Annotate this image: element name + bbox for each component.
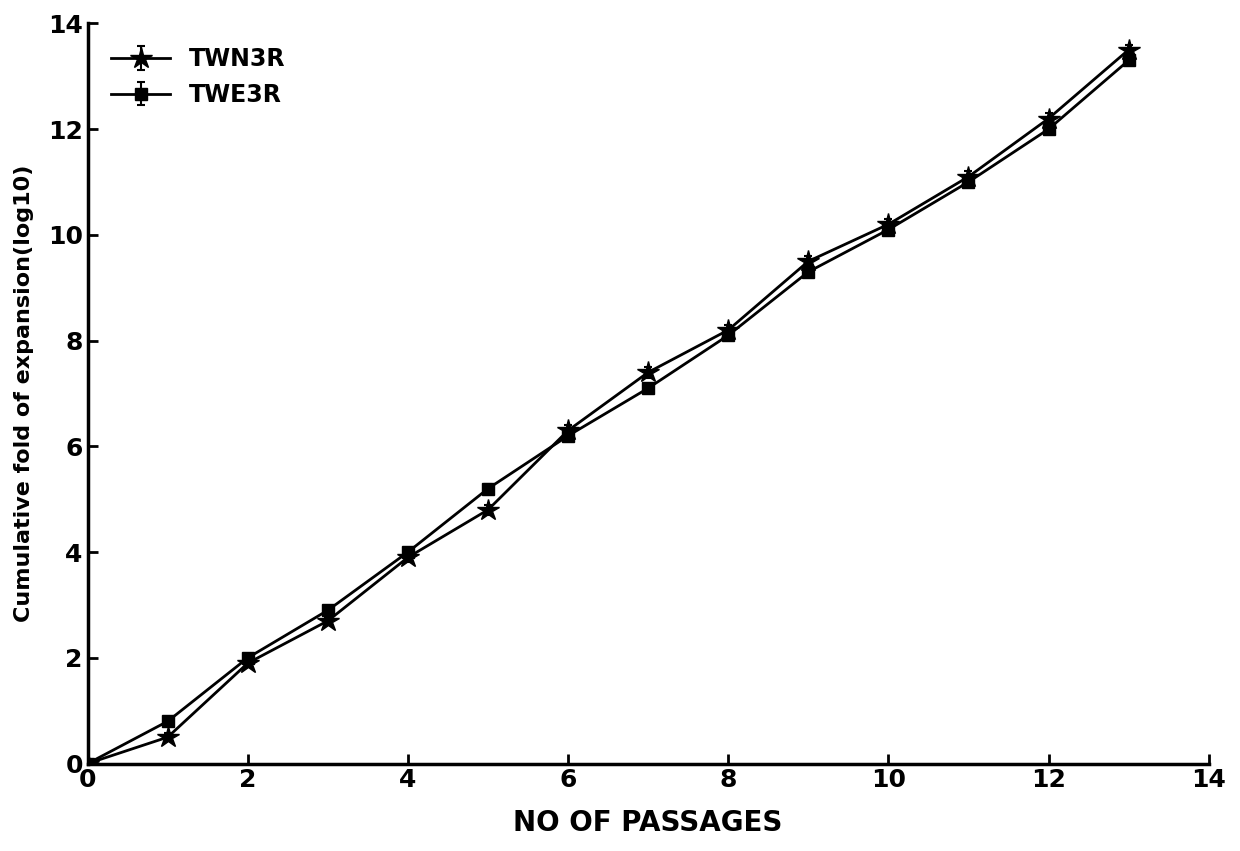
Y-axis label: Cumulative fold of expansion(log10): Cumulative fold of expansion(log10) (14, 165, 33, 622)
X-axis label: NO OF PASSAGES: NO OF PASSAGES (513, 809, 782, 837)
Legend: TWN3R, TWE3R: TWN3R, TWE3R (99, 35, 298, 118)
